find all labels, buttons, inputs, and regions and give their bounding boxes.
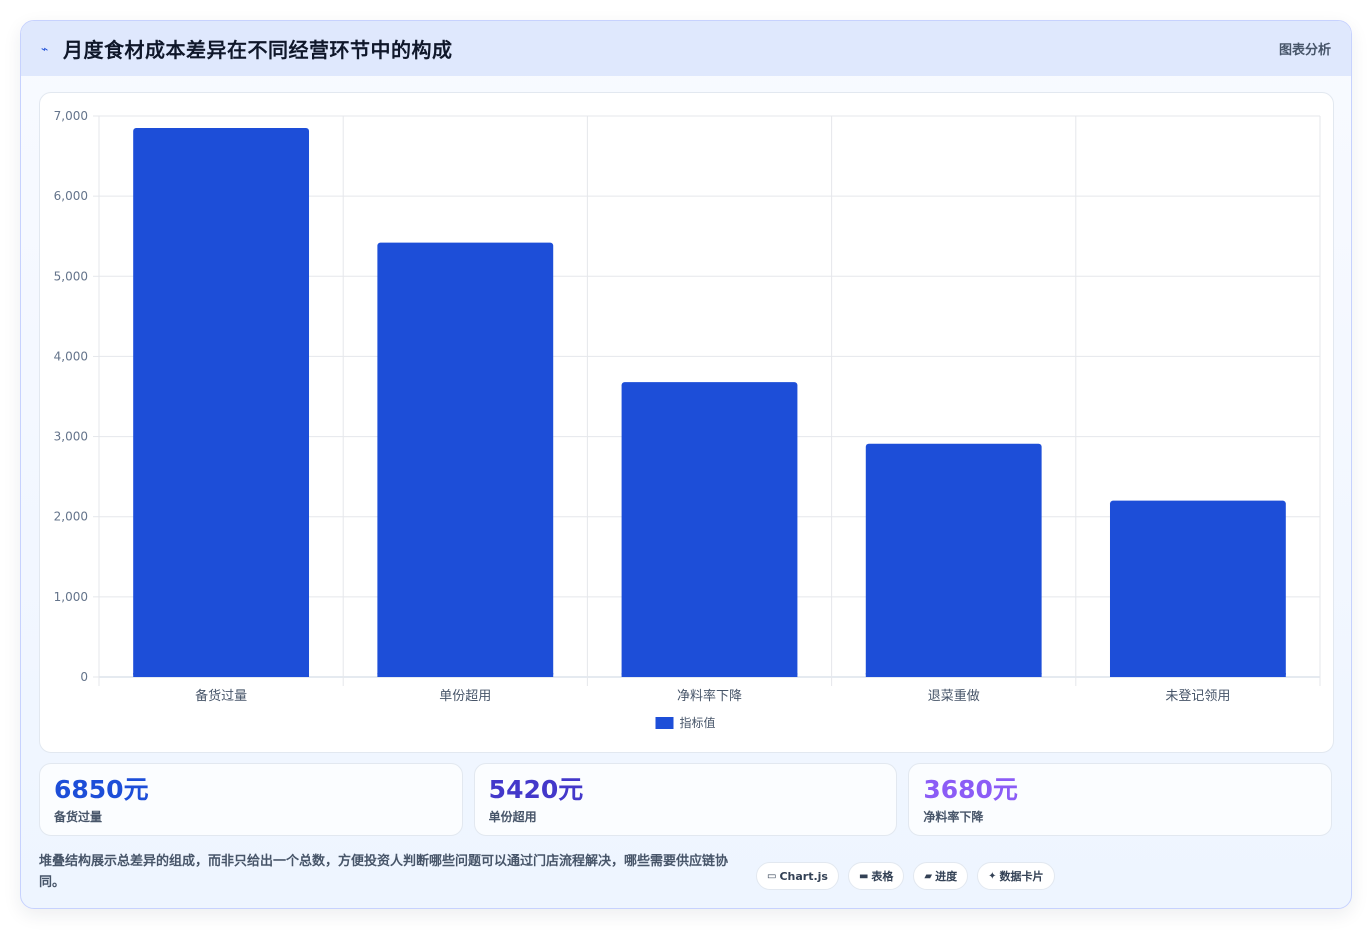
- stat-card: 3680元 净料率下降: [908, 763, 1333, 836]
- stat-cards: 6850元 备货过量 5420元 单份超用 3680元 净料率下降: [39, 763, 1333, 836]
- bar-base: [133, 673, 310, 677]
- trend-line-icon: ⌁: [41, 41, 49, 56]
- chip-chartjs[interactable]: ▭ Chart.js: [756, 862, 839, 890]
- bar: [865, 443, 1042, 677]
- bar: [377, 242, 554, 677]
- bar-base: [377, 673, 554, 677]
- legend-label: 指标值: [680, 715, 716, 730]
- y-tick-label: 2,000: [54, 510, 88, 524]
- title-wrap: ⌁ 月度食材成本差异在不同经营环节中的构成: [41, 34, 453, 63]
- bar: [133, 128, 310, 677]
- y-tick-label: 5,000: [54, 269, 88, 283]
- x-tick-label: 退菜重做: [928, 688, 980, 704]
- chip-label: 进度: [935, 870, 958, 883]
- progress-icon: ▰: [924, 870, 933, 882]
- stat-card: 6850元 备货过量: [39, 763, 463, 836]
- x-tick-label: 备货过量: [195, 688, 247, 704]
- chip-label: 表格: [871, 870, 894, 883]
- chip-label: Chart.js: [779, 869, 828, 883]
- chip-data-card[interactable]: ✦ 数据卡片: [977, 862, 1055, 890]
- sparkle-icon: ✦: [988, 870, 997, 882]
- stat-value: 6850元: [54, 775, 149, 804]
- chip-label: 数据卡片: [999, 870, 1044, 883]
- card-footer: 堆叠结构展示总差异的组成，而非只给出一个总数，方便投资人判断哪些问题可以通过门店…: [39, 851, 1332, 891]
- y-tick-label: 1,000: [54, 590, 88, 604]
- stat-label: 单份超用: [488, 810, 537, 824]
- y-tick-label: 6,000: [54, 189, 88, 203]
- y-tick-label: 7,000: [54, 109, 88, 123]
- chart-panel: 0 1,000 2,000 3,000 4,000 5,000 6,000 7,000 备货过量…: [39, 92, 1334, 753]
- chip-table[interactable]: ▬ 表格: [847, 862, 905, 890]
- chip-progress[interactable]: ▰ 进度: [913, 862, 969, 890]
- bar-chart: 0 1,000 2,000 3,000 4,000 5,000 6,000 7,000 备货过量…: [54, 109, 1321, 730]
- footer-note: 堆叠结构展示总差异的组成，而非只给出一个总数，方便投资人判断哪些问题可以通过门店…: [39, 854, 729, 890]
- stat-card: 5420元 单份超用: [473, 763, 898, 836]
- card-header: ⌁ 月度食材成本差异在不同经营环节中的构成 图表分析: [21, 21, 1351, 76]
- bar-base: [1109, 673, 1286, 677]
- bar: [1109, 500, 1286, 677]
- x-tick-label: 单份超用: [439, 689, 491, 704]
- table-icon: ▬: [858, 870, 869, 882]
- stat-label: 净料率下降: [923, 810, 984, 824]
- y-tick-label: 4,000: [54, 349, 88, 363]
- stat-value: 5420元: [488, 775, 584, 804]
- tag-chips: ▭ Chart.js ▬ 表格 ▰ 进度 ✦ 数据卡片: [756, 862, 1055, 890]
- y-tick-label: 3,000: [54, 430, 88, 444]
- x-tick-label: 未登记领用: [1165, 689, 1230, 704]
- card-title: 月度食材成本差异在不同经营环节中的构成: [63, 38, 453, 62]
- x-tick-label: 净料率下降: [677, 688, 742, 704]
- bar: [621, 382, 798, 677]
- chart-analysis-badge: 图表分析: [1278, 43, 1331, 58]
- legend-swatch: [655, 717, 674, 729]
- chart-card: ⌁ 月度食材成本差异在不同经营环节中的构成 图表分析 0 1,000 2,000 3,…: [20, 20, 1352, 909]
- monitor-icon: ▭: [767, 870, 777, 882]
- stat-value: 3680元: [923, 775, 1018, 804]
- bar-base: [621, 673, 798, 677]
- bar-base: [865, 673, 1042, 677]
- stat-label: 备货过量: [54, 810, 103, 824]
- y-tick-label: 0: [80, 670, 88, 684]
